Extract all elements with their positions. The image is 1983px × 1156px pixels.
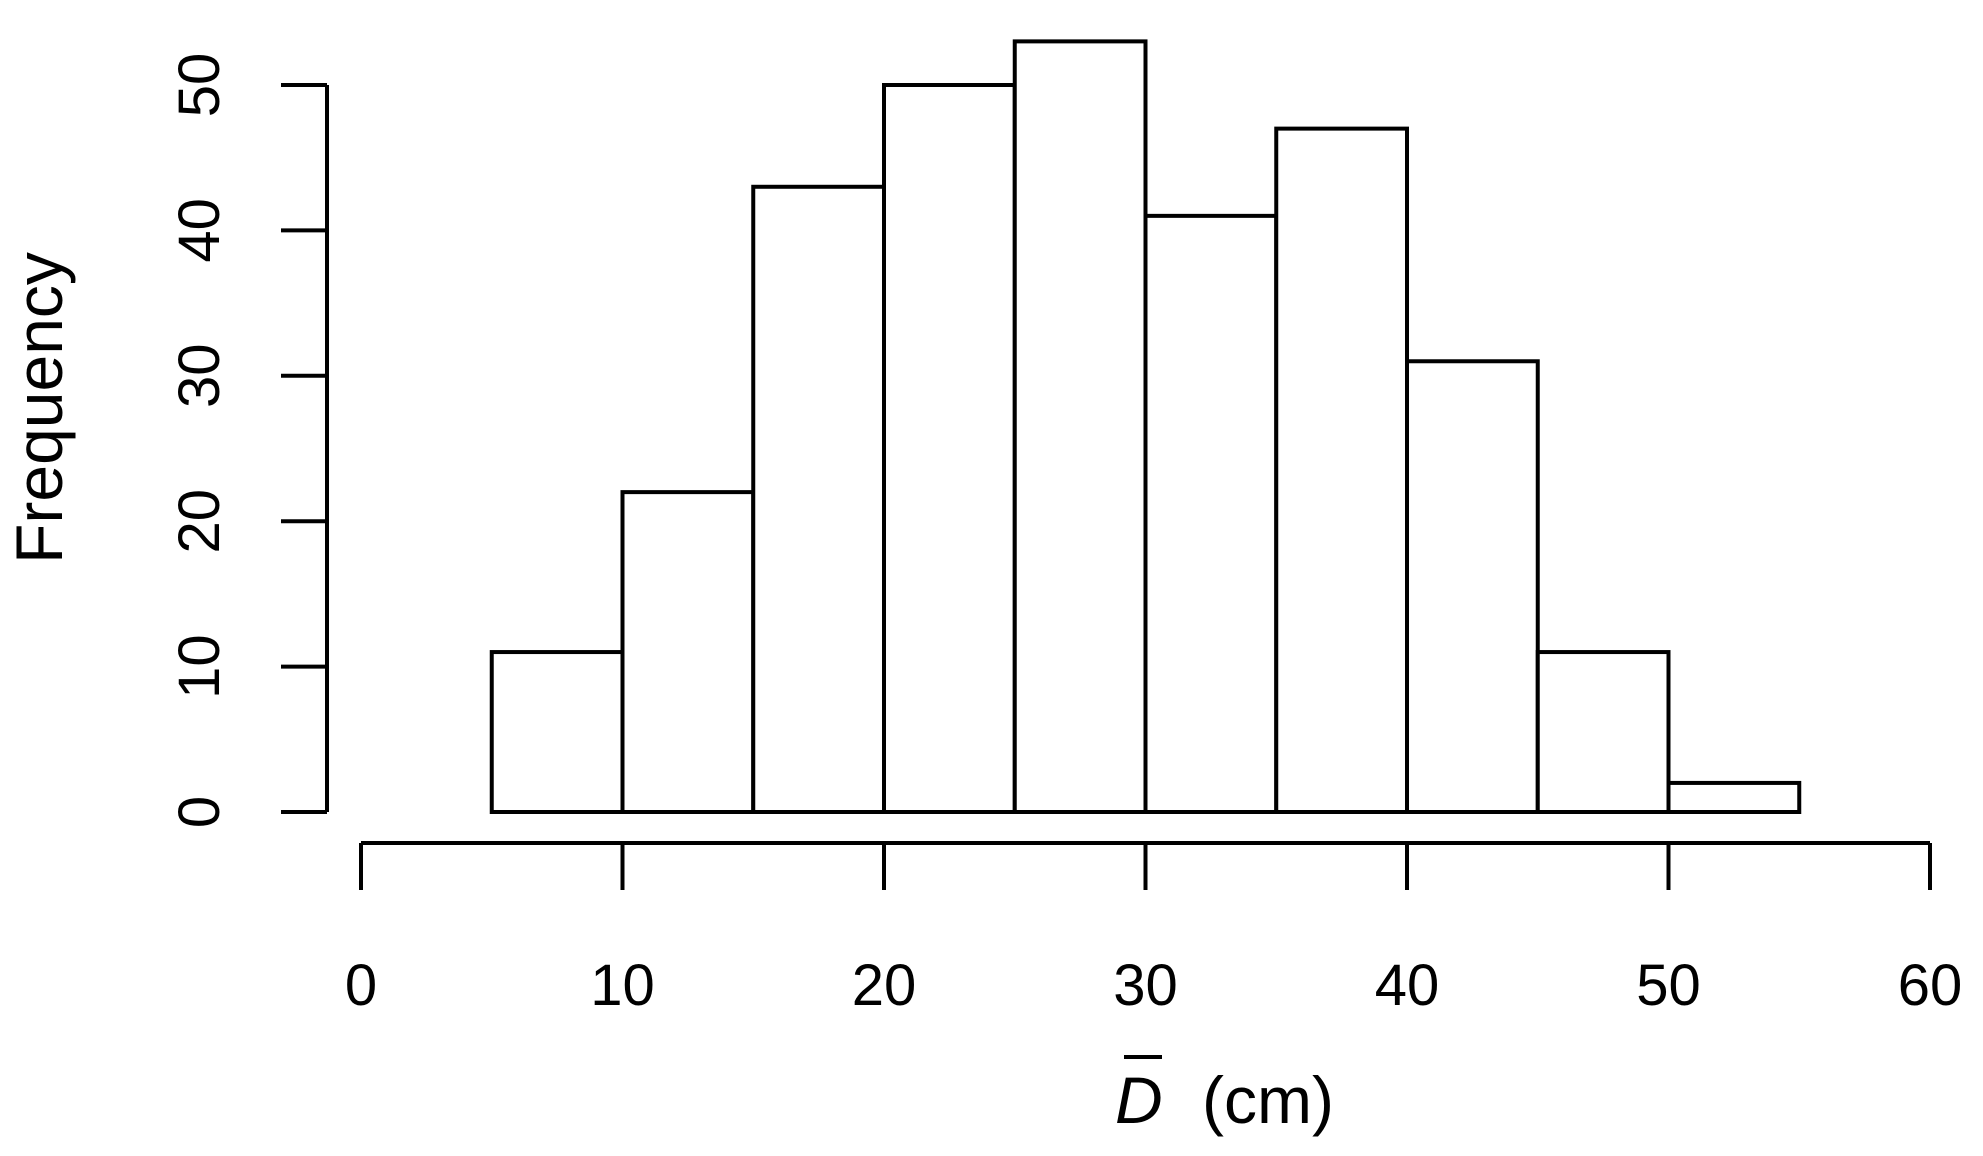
x-tick-label: 50: [1636, 953, 1701, 1018]
histogram-bar: [1012, 39, 1148, 814]
histogram-bar: [1535, 650, 1671, 814]
histogram-bar: [882, 83, 1017, 814]
x-axis-title: D (cm): [1115, 1055, 1334, 1137]
y-ticks: 0 10 20 30 40 50: [167, 53, 327, 828]
x-axis-unit: (cm): [1202, 1063, 1334, 1137]
histogram-bar: [489, 650, 625, 814]
y-tick-label: 0: [167, 796, 232, 828]
x-tick-label: 0: [345, 953, 377, 1018]
y-tick-label: 50: [167, 53, 232, 118]
histogram-bar: [620, 490, 756, 814]
y-axis-title: Frequency: [2, 252, 76, 564]
histogram-bars: [489, 39, 1802, 815]
histogram-bar: [751, 184, 886, 814]
y-tick-label: 30: [167, 344, 232, 409]
y-tick-label: 10: [167, 634, 232, 699]
histogram-bar: [1666, 780, 1802, 814]
x-tick-label: 30: [1113, 953, 1178, 1018]
histogram-bar: [1274, 126, 1409, 814]
histogram-bar: [1143, 213, 1279, 815]
x-ticks: 0 10 20 30 40 50 60: [345, 843, 1962, 1018]
x-tick-label: 20: [852, 953, 917, 1018]
x-tick-label: 60: [1898, 953, 1963, 1018]
x-tick-label: 10: [590, 953, 655, 1018]
histogram-bar: [1405, 359, 1540, 814]
x-tick-label: 40: [1375, 953, 1440, 1018]
y-axis: 0 10 20 30 40 50: [167, 53, 329, 828]
y-tick-label: 20: [167, 489, 232, 554]
x-axis-symbol: D: [1115, 1063, 1163, 1137]
x-axis: 0 10 20 30 40 50 60: [345, 841, 1962, 1018]
y-tick-label: 40: [167, 198, 232, 263]
